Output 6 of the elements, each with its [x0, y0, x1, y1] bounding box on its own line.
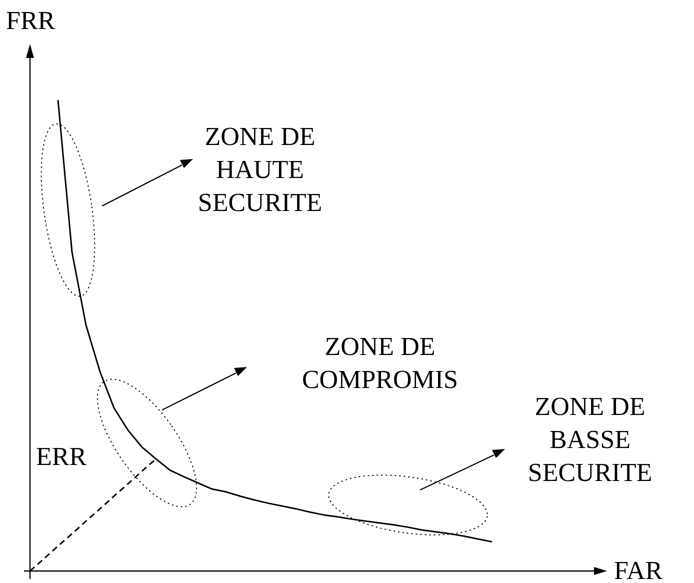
annotation: ERR — [36, 441, 88, 473]
y-axis-title: FRR — [6, 5, 56, 37]
text: ZONE DE BASSE SECURITE — [526, 391, 654, 489]
x-axis-title: FAR — [614, 555, 663, 583]
annotation: ZONE DE HAUTE SECURITE — [196, 121, 324, 219]
annotation: ZONE DE COMPROMIS — [300, 331, 460, 396]
